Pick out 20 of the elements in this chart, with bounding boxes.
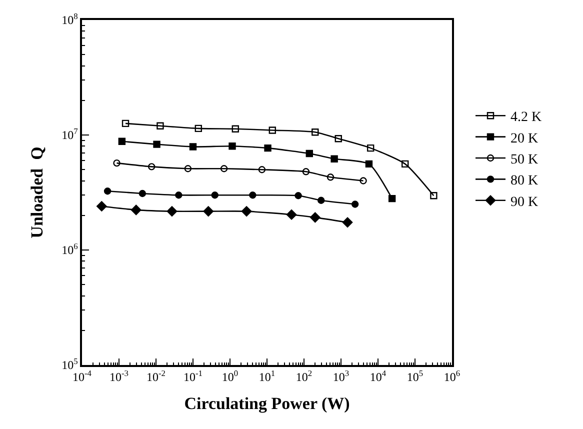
x-tick-label: 10$^{1}$	[258, 369, 276, 384]
y-axis-title: Unloaded Q	[28, 146, 47, 238]
x-axis-title: Circulating Power (W)	[184, 394, 350, 414]
x-tick-label: 10$^{6}$	[444, 369, 460, 384]
x-tick-label: 10$^{-1}$	[184, 369, 202, 384]
legend-label: 20 K	[510, 131, 538, 146]
legend-label: 50 K	[510, 152, 538, 168]
legend-label: 4.2 K	[510, 110, 542, 126]
x-tick-label: 10$^{-3}$	[110, 369, 128, 384]
y-tick-label: 10$^{6}$	[62, 242, 78, 258]
x-tick-label: 10$^{-2}$	[146, 369, 166, 384]
x-tick-label: 10$^{2}$	[296, 369, 312, 384]
y-tick-label: 10$^{8}$	[62, 12, 78, 28]
x-tick-label: 10$^{0}$	[222, 369, 238, 384]
legend-label: 80 K	[510, 174, 538, 189]
x-tick-label: 10$^{3}$	[332, 369, 350, 384]
x-tick-label: 10$^{5}$	[406, 369, 424, 384]
legend-label: 90 K	[510, 194, 538, 210]
x-tick-label: 10$^{4}$	[370, 369, 387, 384]
y-tick-label: 10$^{7}$	[62, 127, 78, 142]
